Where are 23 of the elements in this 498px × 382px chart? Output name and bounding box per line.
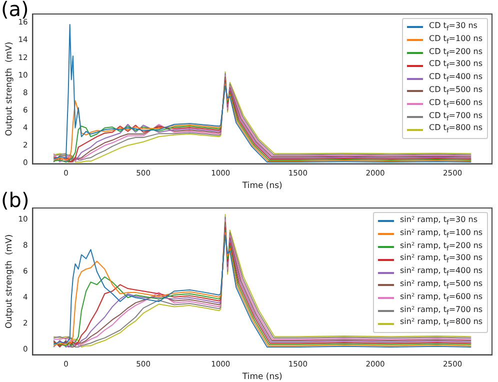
legend-label: CD t$_{f}$=400 ns (429, 72, 483, 85)
legend-label: CD t$_{f}$=30 ns (429, 21, 478, 34)
legend-label: CD t$_{f}$=200 ns (429, 46, 483, 60)
legend-label: sin² ramp, t$_{f}$=300 ns (400, 253, 483, 266)
legend-label: sin² ramp, t$_{f}$=800 ns (400, 317, 483, 330)
legend-label: sin² ramp, t$_{f}$=400 ns (400, 266, 483, 279)
legend-label: sin² ramp, t$_{f}$=100 ns (400, 228, 483, 241)
legend-label: CD t$_{f}$=300 ns (429, 59, 483, 72)
legend-label: CD t$_{f}$=100 ns (429, 34, 483, 47)
legend-label: sin² ramp, t$_{f}$=700 ns (400, 304, 483, 318)
x-axis-title: Time (ns) (241, 181, 282, 192)
legend-label: sin² ramp, t$_{f}$=30 ns (400, 215, 478, 228)
x-axis-title: Time (ns) (241, 372, 282, 382)
y-axis-title: Output strength (mV) (4, 234, 14, 328)
legend-label: CD t$_{f}$=600 ns (429, 98, 483, 111)
chart-title: (b) (1, 188, 30, 212)
legend-label: CD t$_{f}$=700 ns (429, 110, 483, 124)
legend-label: sin² ramp, t$_{f}$=200 ns (400, 240, 483, 254)
legend-label: CD t$_{f}$=800 ns (429, 123, 483, 136)
legend-label: CD t$_{f}$=500 ns (429, 84, 483, 98)
legend-label: sin² ramp, t$_{f}$=500 ns (400, 278, 483, 292)
y-axis-title: Output strength (mV) (4, 42, 14, 136)
legend-label: sin² ramp, t$_{f}$=600 ns (400, 292, 483, 305)
